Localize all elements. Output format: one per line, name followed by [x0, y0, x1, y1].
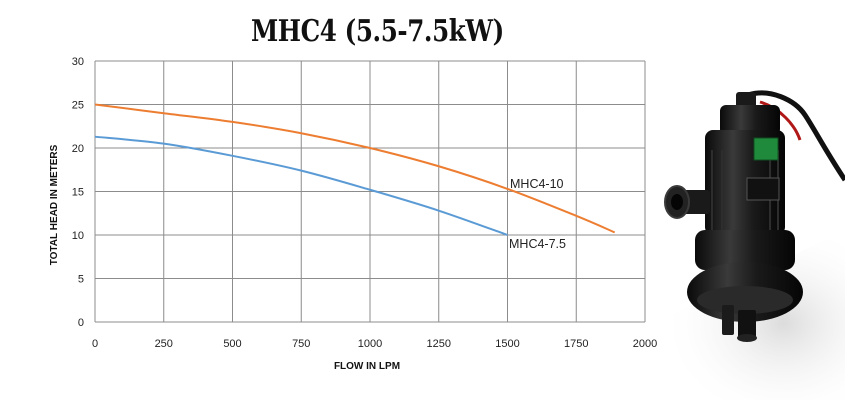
x-tick-label: 500 — [223, 338, 241, 350]
cable — [747, 90, 845, 182]
volute-base — [697, 286, 793, 314]
foot-base — [737, 334, 757, 342]
x-tick-label: 1250 — [427, 338, 451, 350]
y-tick-label: 5 — [78, 274, 84, 286]
x-tick-label: 1750 — [564, 338, 588, 350]
series-line-mhc4-7-5 — [94, 135, 508, 236]
series-line-mhc4-10 — [94, 103, 616, 234]
y-tick-labels: 0 5 10 15 20 25 30 — [72, 56, 84, 329]
pump-housing — [695, 230, 795, 270]
series-label-mhc4-7-5: MHC4-7.5 — [509, 237, 566, 251]
series-labels: MHC4-10 MHC4-7.5 — [509, 177, 566, 251]
nameplate — [753, 137, 779, 161]
motor-top — [720, 105, 780, 135]
x-axis-title: FLOW IN LPM — [334, 361, 400, 372]
y-tick-label: 0 — [78, 317, 84, 329]
series-lines — [94, 103, 616, 236]
x-tick-label: 0 — [92, 338, 98, 350]
chart-title: MHC4 (5.5-7.5kW) — [250, 14, 504, 49]
foot-left — [722, 305, 734, 335]
y-tick-label: 25 — [72, 100, 84, 112]
y-tick-label: 15 — [72, 187, 84, 199]
discharge-opening — [671, 194, 683, 210]
foot-center — [738, 310, 756, 338]
cable-gland — [736, 92, 756, 108]
x-tick-label: 750 — [292, 338, 310, 350]
x-tick-label: 1000 — [358, 338, 382, 350]
label-plate — [746, 177, 780, 201]
y-tick-label: 20 — [72, 143, 84, 155]
y-axis-title: TOTAL HEAD IN METERS — [49, 144, 60, 265]
x-tick-label: 250 — [155, 338, 173, 350]
y-tick-label: 30 — [72, 56, 84, 68]
series-label-mhc4-10: MHC4-10 — [510, 177, 564, 191]
x-tick-label: 1500 — [495, 338, 519, 350]
y-tick-label: 10 — [72, 230, 84, 242]
cable-red — [759, 100, 802, 141]
